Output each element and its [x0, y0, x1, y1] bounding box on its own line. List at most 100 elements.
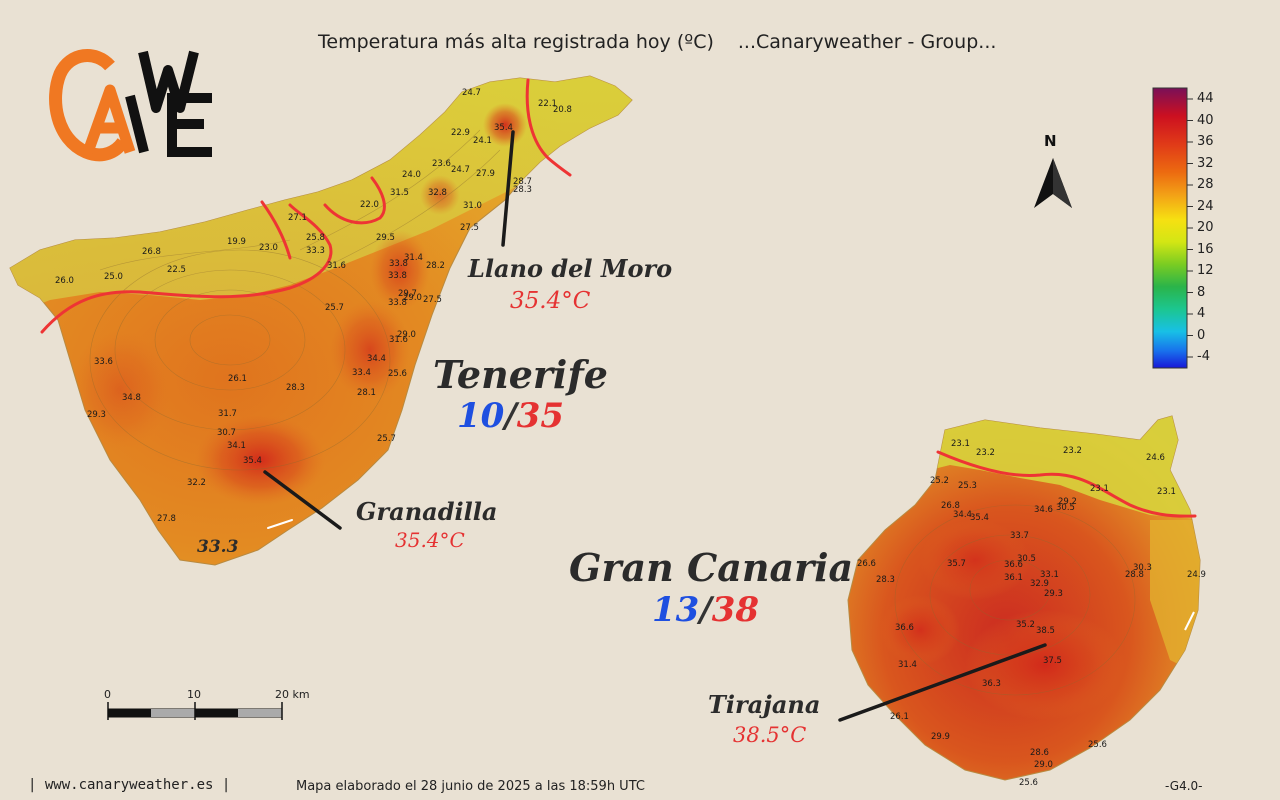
tenerife-station-value: 31.0 [463, 201, 482, 211]
scale-label-0: 0 [104, 688, 111, 701]
tenerife-station-value: 31.6 [327, 261, 346, 271]
tenerife-station-value: 33.8 [389, 259, 408, 269]
tenerife-station-value: 26.1 [228, 374, 247, 384]
tenerife-range: 10/35 [457, 396, 565, 436]
tenerife-station-value: 34.1 [227, 441, 246, 451]
highlight-value: 33.3 [197, 537, 239, 557]
tenerife-station-value: 28.1 [357, 388, 376, 398]
gran-canaria-station-value: 35.2 [1016, 620, 1035, 630]
gran-canaria-range: 13/38 [652, 590, 760, 630]
gran-canaria-station-value: 30.5 [1017, 554, 1036, 564]
footer-website: | www.canaryweather.es | [28, 777, 231, 793]
tenerife-station-value: 26.0 [55, 276, 74, 286]
legend-label: 12 [1197, 263, 1214, 278]
tenerife-station-value: 19.9 [227, 237, 246, 247]
canaryweather-logo [49, 49, 212, 162]
legend-label: 28 [1197, 177, 1214, 192]
legend-label: 44 [1197, 91, 1214, 106]
tenerife-name: Tenerife [433, 352, 608, 397]
tenerife-station-value: 28.3 [513, 185, 532, 195]
tenerife-station-value: 27.8 [157, 514, 176, 524]
tenerife-station-value: 33.8 [388, 298, 407, 308]
gran-canaria-station-values: 23.1 23.2 23.2 24.6 25.2 25.3 23.1 23.1 26.8 29.2… [857, 439, 1206, 788]
callout-lines [263, 130, 1047, 722]
tenerife-station-value: 31.7 [218, 409, 237, 419]
legend-label: 24 [1197, 198, 1214, 214]
legend-label: -4 [1197, 349, 1210, 364]
tenerife-station-value: 24.7 [451, 165, 470, 175]
gran-canaria-station-value: 28.6 [1030, 748, 1049, 758]
tenerife-station-value: 32.2 [187, 478, 206, 488]
color-legend [1152, 87, 1193, 369]
legend-label: 4 [1197, 306, 1206, 321]
tenerife-station-value: 31.6 [389, 335, 408, 345]
tenerife-station-value: 27.5 [423, 295, 442, 305]
callout-tirajana-name: Tirajana [708, 690, 821, 719]
legend-label: 36 [1197, 134, 1214, 149]
gran-canaria-station-value: 26.8 [941, 501, 960, 511]
tenerife-min: 10 [457, 396, 505, 436]
gran-canaria-station-value: 25.3 [958, 481, 977, 491]
gran-canaria-station-value: 34.6 [1034, 505, 1053, 515]
gran-canaria-max: 38 [711, 590, 760, 630]
tenerife-station-value: 25.8 [306, 233, 325, 243]
tenerife-station-value: 28.7 [513, 177, 532, 187]
tenerife-station-value: 29.0 [403, 293, 422, 303]
tenerife-station-value: 31.4 [404, 253, 423, 263]
tenerife-station-value: 35.4 [243, 456, 262, 466]
gran-canaria-station-value: 34.4 [953, 510, 972, 520]
gran-canaria-station-value: 23.1 [951, 439, 970, 449]
legend-label: 8 [1197, 284, 1206, 300]
gran-canaria-station-value: 31.4 [898, 660, 917, 670]
gran-canaria-station-value: 23.2 [1063, 446, 1082, 456]
legend-label: 20 [1197, 220, 1214, 235]
gran-canaria-station-value: 35.7 [947, 559, 966, 569]
legend-label: 40 [1197, 112, 1214, 128]
tenerife-station-value: 29.5 [376, 233, 395, 243]
callout-tirajana-temp: 38.5°C [733, 723, 807, 747]
map-title: Temperatura más alta registrada hoy (ºC)… [318, 31, 996, 53]
tenerife-station-value: 31.5 [390, 188, 409, 198]
gran-canaria-station-value: 26.1 [890, 712, 909, 722]
tenerife-station-value: 25.0 [104, 272, 123, 282]
gran-canaria-station-value: 36.6 [895, 623, 914, 633]
gran-canaria-station-value: 24.9 [1187, 570, 1206, 580]
gran-canaria-station-value: 23.2 [976, 448, 995, 458]
tenerife-station-value: 23.0 [259, 243, 278, 253]
tenerife-station-value: 33.4 [352, 368, 371, 378]
scale-bar [107, 702, 283, 720]
gran-canaria-station-value: 28.3 [876, 575, 895, 585]
tenerife-station-value: 29.7 [398, 289, 417, 299]
tenerife-station-value: 28.2 [426, 261, 445, 271]
gran-canaria-station-value: 33.7 [1010, 531, 1029, 541]
tenerife-station-value: 33.6 [94, 357, 113, 367]
gran-canaria-station-value: 36.1 [1004, 573, 1023, 583]
north-label: N [1044, 132, 1057, 150]
gran-canaria-station-value: 33.1 [1040, 570, 1059, 580]
gran-canaria-station-value: 24.6 [1146, 453, 1165, 463]
title-source: ...Canaryweather - Group... [737, 31, 997, 53]
tenerife-station-values: 24.722.120.822.9 35.424.123.624.7 27.924.0… [55, 88, 572, 524]
tenerife-station-value: 25.7 [377, 434, 396, 444]
gran-canaria-station-value: 29.0 [1034, 760, 1053, 770]
gran-canaria-station-value: 37.5 [1043, 656, 1062, 666]
tenerife-station-value: 22.9 [451, 128, 470, 138]
tenerife-station-value: 25.6 [388, 369, 407, 379]
legend-label: 32 [1197, 155, 1214, 171]
tenerife-station-value: 35.4 [494, 123, 513, 133]
scale-label-10: 10 [187, 688, 201, 701]
tenerife-station-value: 28.3 [286, 383, 305, 393]
gran-canaria-station-value: 25.6 [1019, 778, 1038, 788]
legend-label: 16 [1197, 241, 1214, 257]
gran-canaria-station-value: 30.5 [1056, 503, 1075, 513]
tenerife-station-value: 20.8 [553, 105, 572, 115]
tenerife-station-value: 27.1 [288, 213, 307, 223]
tenerife-station-value: 29.3 [87, 410, 106, 420]
tenerife-station-value: 22.0 [360, 200, 379, 210]
gran-canaria-station-value: 29.3 [1044, 589, 1063, 599]
gran-canaria-name: Gran Canaria [569, 545, 854, 590]
tenerife-station-value: 24.0 [402, 170, 421, 180]
gran-canaria-station-value: 26.6 [857, 559, 876, 569]
tenerife-station-value: 32.8 [428, 188, 447, 198]
